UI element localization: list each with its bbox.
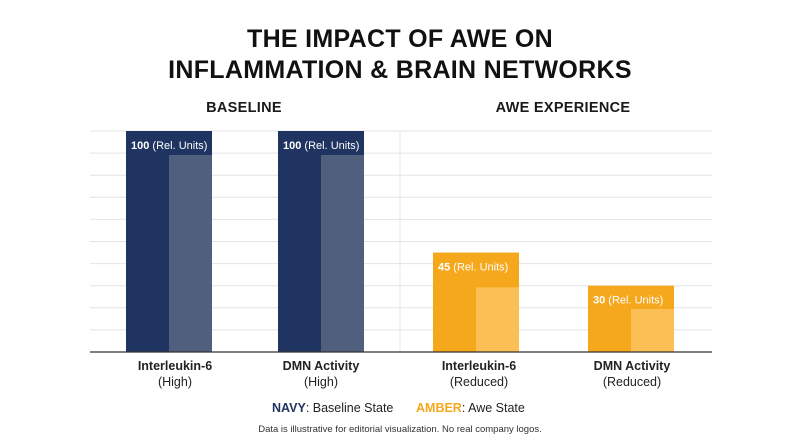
- x-label-interleukin-baseline: Interleukin-6 (High): [105, 358, 245, 390]
- group-label-baseline: BASELINE: [206, 100, 282, 116]
- chart-title-line-2: INFLAMMATION & BRAIN NETWORKS: [168, 56, 632, 84]
- x-label-dmn-baseline: DMN Activity (High): [251, 358, 391, 390]
- bar-data-label: 45 (Rel. Units): [438, 262, 508, 274]
- bar-shade-awe: [476, 287, 519, 352]
- chart-title: THE IMPACT OF AWE ON INFLAMMATION & BRAI…: [0, 24, 800, 86]
- bar-data-label: 30 (Rel. Units): [593, 295, 663, 307]
- legend-item-awe: AMBER: Awe State: [416, 401, 525, 415]
- legend-label-awe: : Awe State: [461, 401, 525, 415]
- x-label-category: DMN Activity: [282, 359, 360, 373]
- x-label-category: Interleukin-6: [137, 359, 213, 373]
- x-label-state: (Reduced): [602, 375, 662, 389]
- x-label-interleukin-awe: Interleukin-6 (Reduced): [409, 358, 549, 390]
- legend-label-baseline: : Baseline State: [305, 401, 394, 415]
- x-label-state: (High): [157, 375, 193, 389]
- x-label-category: Interleukin-6: [441, 359, 517, 373]
- x-label-state: (Reduced): [449, 375, 509, 389]
- group-label-awe-experience: AWE EXPERIENCE: [495, 100, 631, 116]
- x-label-dmn-awe: DMN Activity (Reduced): [562, 358, 702, 390]
- chart-title-line-1: THE IMPACT OF AWE ON: [247, 25, 553, 53]
- footnote: Data is illustrative for editorial visua…: [258, 424, 542, 435]
- bar-shade-baseline: [169, 155, 212, 352]
- bar-data-label: 100 (Rel. Units): [131, 140, 207, 152]
- bar-shade-baseline: [321, 155, 364, 352]
- x-label-category: DMN Activity: [593, 359, 671, 373]
- legend-item-baseline: NAVY: Baseline State: [272, 401, 393, 415]
- bar-data-label: 100 (Rel. Units): [283, 140, 359, 152]
- legend-key-navy: NAVY: [272, 401, 306, 415]
- legend-key-amber: AMBER: [416, 401, 462, 415]
- bar-shade-awe: [631, 308, 674, 352]
- x-label-state: (High): [303, 375, 339, 389]
